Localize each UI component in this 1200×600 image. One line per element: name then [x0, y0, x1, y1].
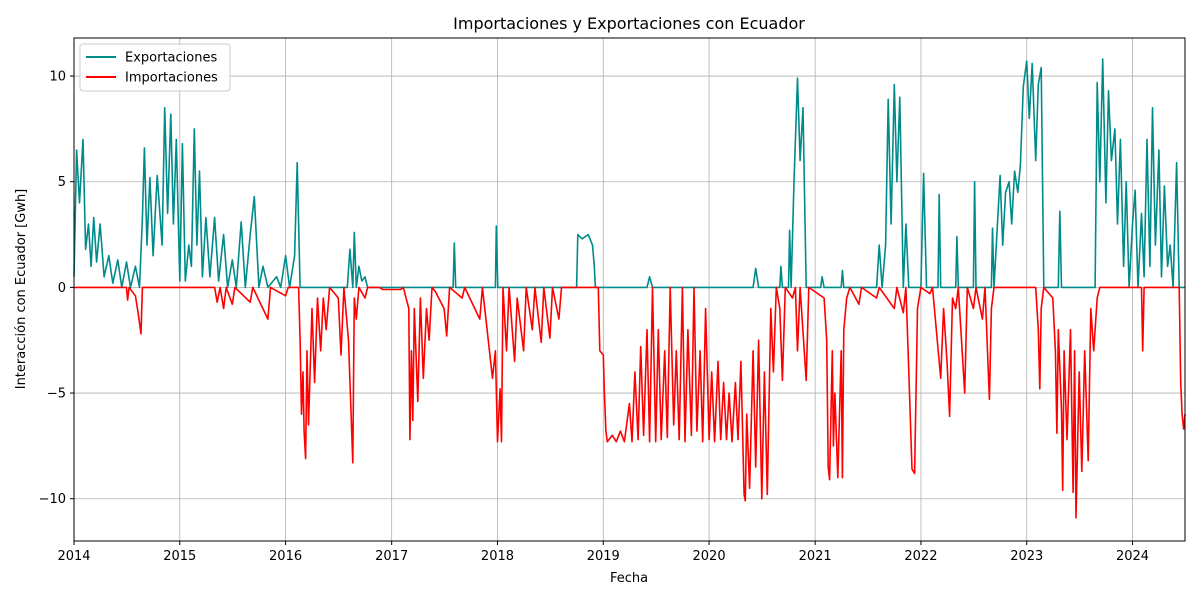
x-axis-title: Fecha — [610, 571, 648, 586]
y-axis-title: Interacción con Ecuador [Gwh] — [14, 189, 29, 390]
plot-frame — [73, 37, 1186, 542]
x-tick-label: 2021 — [799, 549, 832, 564]
legend: Exportaciones Importaciones — [79, 43, 231, 92]
y-tick-label: 10 — [49, 70, 66, 85]
chart-title: Importaciones y Exportaciones con Ecuado… — [453, 14, 805, 33]
x-axis: 2014 2015 2016 2017 2018 2019 2020 2021 2022 2023… — [57, 541, 1149, 564]
y-tick-label: −10 — [39, 492, 66, 507]
x-tick-label: 2022 — [904, 549, 937, 564]
y-tick-label: −5 — [47, 387, 66, 402]
x-tick-label: 2018 — [481, 549, 514, 564]
gridlines — [73, 38, 1185, 541]
x-tick-label: 2023 — [1010, 549, 1043, 564]
legend-box — [79, 43, 231, 92]
x-tick-label: 2017 — [375, 549, 408, 564]
legend-label-importaciones: Importaciones — [125, 71, 218, 86]
y-tick-label: 0 — [58, 281, 66, 296]
x-tick-label: 2015 — [163, 549, 196, 564]
x-tick-label: 2019 — [587, 549, 620, 564]
series-line-importaciones — [74, 286, 1186, 519]
series-line-exportaciones — [73, 58, 1185, 289]
legend-label-exportaciones: Exportaciones — [125, 51, 217, 66]
x-tick-label: 2024 — [1116, 549, 1149, 564]
x-tick-label: 2014 — [57, 549, 90, 564]
series-layer — [73, 58, 1186, 519]
x-tick-label: 2020 — [693, 549, 726, 564]
y-tick-label: 5 — [58, 175, 66, 190]
y-axis: 10 5 0 −5 −10 — [39, 70, 74, 507]
x-tick-label: 2016 — [269, 549, 302, 564]
